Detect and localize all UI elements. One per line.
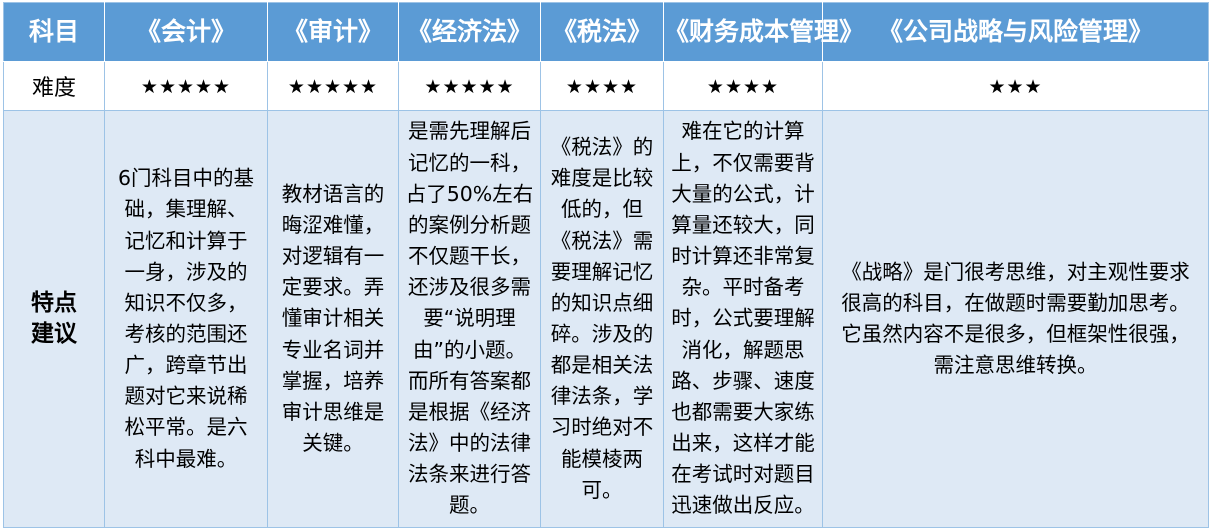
column-header-financial-cost-management: 《财务成本管理》: [663, 2, 864, 62]
star-rating: ★★★★★: [287, 76, 379, 98]
features-cell-tax-law: 《税法》的难度是比较低的，但《税法》需要理解记忆的知识点细碎。涉及的都是相关法律…: [540, 110, 664, 528]
features-cell-auditing: 教材语言的晦涩难懂，对逻辑有一定要求。弄懂审计相关专业名词并掌握，培养审计思维是…: [267, 110, 399, 528]
difficulty-cell-tax-law: ★★★★: [540, 61, 664, 111]
star-rating: ★★★★: [706, 76, 780, 98]
row-label-difficulty: 难度: [3, 61, 105, 111]
star-rating: ★★★: [988, 76, 1043, 98]
table-row-difficulty: 难度 ★★★★★ ★★★★★ ★★★★★ ★★★★ ★★★★ ★★★: [3, 61, 1209, 111]
cell-paragraph: 6门科目中的基础，集理解、记忆和计算于一身，涉及的知识不仅多，考核的范围还广，跨…: [117, 166, 255, 471]
features-cell-accounting: 6门科目中的基础，集理解、记忆和计算于一身，涉及的知识不仅多，考核的范围还广，跨…: [104, 110, 268, 528]
star-rating: ★★★★★: [140, 76, 232, 98]
difficulty-cell-economic-law: ★★★★★: [398, 61, 541, 111]
column-header-economic-law: 《经济法》: [398, 2, 541, 62]
cell-paragraph: 难在它的计算上，不仅需要背大量的公式，计算量还较大，同时计算还非常复杂。平时备考…: [671, 119, 815, 518]
column-header-tax-law: 《税法》: [540, 2, 664, 62]
cell-paragraph: 教材语言的晦涩难懂，对逻辑有一定要求。弄懂审计相关专业名词并掌握，培养审计思维是…: [281, 181, 385, 456]
row-label-line-2: 建议: [31, 321, 77, 347]
row-label-features-advice: 特点 建议: [3, 110, 105, 528]
features-cell-corporate-strategy-risk-management: 《战略》是门很考思维，对主观性要求很高的科目，在做题时需要勤加思考。它虽然内容不…: [822, 110, 1209, 528]
column-header-corporate-strategy-risk-management: 《公司战略与风险管理》: [822, 2, 1209, 62]
column-header-accounting: 《会计》: [104, 2, 268, 62]
table-row-features-advice: 特点 建议 6门科目中的基础，集理解、记忆和计算于一身，涉及的知识不仅多，考核的…: [3, 110, 1209, 528]
table-header-row: 科目 《会计》 《审计》 《经济法》 《税法》 《财务成本管理》 《公司战略与风…: [3, 2, 1209, 62]
column-header-subject: 科目: [3, 2, 105, 62]
column-header-auditing: 《审计》: [267, 2, 399, 62]
difficulty-cell-accounting: ★★★★★: [104, 61, 268, 111]
difficulty-cell-financial-cost-management: ★★★★: [663, 61, 823, 111]
cpa-subjects-table: 科目 《会计》 《审计》 《经济法》 《税法》 《财务成本管理》 《公司战略与风…: [3, 2, 1209, 528]
difficulty-cell-auditing: ★★★★★: [267, 61, 399, 111]
features-cell-financial-cost-management: 难在它的计算上，不仅需要背大量的公式，计算量还较大，同时计算还非常复杂。平时备考…: [663, 110, 823, 528]
cell-paragraph: 是需先理解后记忆的一科，占了50%左右的案例分析题不仅题干长，还涉及很多需要“说…: [405, 119, 534, 518]
row-label-line-1: 特点: [31, 289, 77, 316]
cell-paragraph: 《战略》是门很考思维，对主观性要求很高的科目，在做题时需要勤加思考。它虽然内容不…: [841, 259, 1190, 378]
difficulty-cell-corporate-strategy-risk-management: ★★★: [822, 61, 1209, 111]
star-rating: ★★★★★: [424, 76, 515, 98]
cell-paragraph: 《税法》的难度是比较低的，但《税法》需要理解记忆的知识点细碎。涉及的都是相关法律…: [550, 135, 654, 502]
features-cell-economic-law: 是需先理解后记忆的一科，占了50%左右的案例分析题不仅题干长，还涉及很多需要“说…: [398, 110, 541, 528]
star-rating: ★★★★: [565, 76, 639, 98]
